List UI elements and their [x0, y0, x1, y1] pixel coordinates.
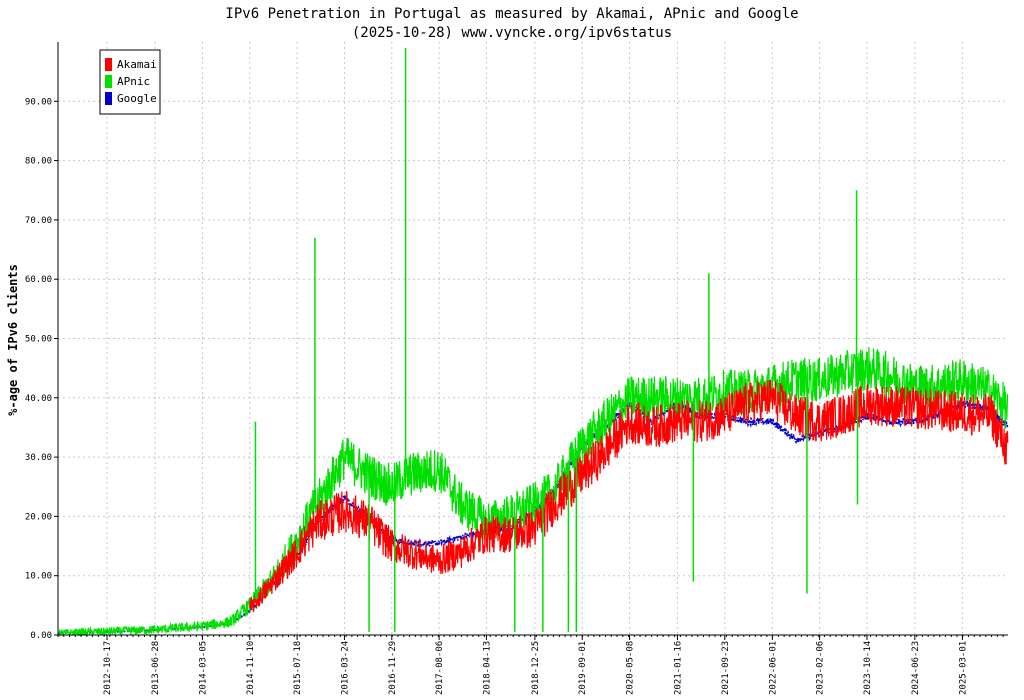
- chart-title: IPv6 Penetration in Portugal as measured…: [225, 6, 798, 22]
- legend: Akamai APnic Google: [99, 49, 161, 115]
- x-tick-label: 2018-12-25: [531, 641, 541, 695]
- y-tick-label: 40.00: [25, 394, 52, 404]
- legend-swatch-apnic: [105, 75, 112, 88]
- y-tick-label: 30.00: [25, 453, 52, 463]
- chart-subtitle: (2025-10-28) www.vyncke.org/ipv6status: [352, 25, 672, 41]
- y-tick-label: 70.00: [25, 216, 52, 226]
- x-tick-label: 2021-09-23: [721, 641, 731, 695]
- legend-swatch-akamai: [105, 58, 112, 71]
- axes: 0.00 10.00 20.00 30.00 40.00 50.00 60.00 70.00 8…: [25, 42, 1008, 695]
- x-tick-label: 2024-06-23: [911, 641, 921, 695]
- y-tick-label: 80.00: [25, 157, 52, 167]
- series-line-apnic: [57, 347, 1009, 637]
- series-layer: [57, 47, 1009, 637]
- series-line-akamai: [249, 379, 1009, 613]
- x-tick-label: 2015-07-18: [293, 641, 303, 695]
- x-tick-label: 2016-03-24: [340, 641, 350, 695]
- y-tick-label: 0.00: [30, 631, 52, 641]
- x-tick-label: 2021-01-16: [673, 641, 683, 695]
- y-tick-label: 10.00: [25, 572, 52, 582]
- legend-label-apnic: APnic: [117, 75, 150, 88]
- x-tick-label: 2014-11-10: [246, 641, 256, 695]
- legend-label-akamai: Akamai: [117, 58, 157, 71]
- y-tick-label: 20.00: [25, 512, 52, 522]
- y-axis-label: %-age of IPv6 clients: [6, 264, 20, 416]
- x-tick-label: 2013-06-28: [151, 641, 161, 695]
- y-tick-label: 50.00: [25, 335, 52, 345]
- x-tick-label: 2025-03-01: [958, 641, 968, 695]
- x-tick-label: 2019-09-01: [578, 641, 588, 695]
- x-tick-label: 2023-02-06: [816, 641, 826, 695]
- x-tick-label: 2022-06-01: [768, 641, 778, 695]
- x-tick-label: 2014-03-05: [198, 641, 208, 695]
- legend-swatch-google: [105, 92, 112, 105]
- x-tick-label: 2018-04-13: [482, 641, 492, 695]
- x-tick-label: 2020-05-08: [626, 641, 636, 695]
- x-tick-label: 2016-11-29: [388, 641, 398, 695]
- x-tick-label: 2017-08-06: [435, 641, 445, 695]
- y-tick-label: 90.00: [25, 97, 52, 107]
- legend-label-google: Google: [117, 92, 157, 105]
- y-tick-label: 60.00: [25, 275, 52, 285]
- x-tick-label: 2012-10-17: [103, 641, 113, 695]
- x-tick-label: 2023-10-14: [863, 641, 873, 695]
